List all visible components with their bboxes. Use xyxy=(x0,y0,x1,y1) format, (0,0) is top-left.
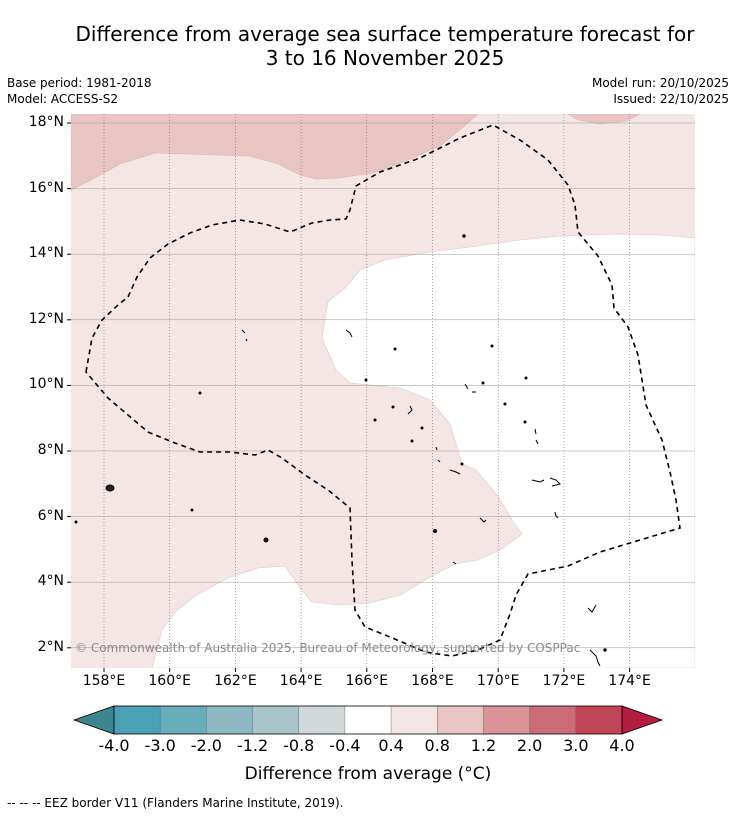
colorbar-extend-high xyxy=(621,705,664,735)
longitude-tick-label: 174°E xyxy=(608,673,651,689)
latitude-tick-label: 10°N xyxy=(28,376,64,393)
title-line-2: 3 to 16 November 2025 xyxy=(265,46,505,70)
longitude-tick-label: 170°E xyxy=(476,673,520,689)
base-period-text: Base period: 1981-2018 xyxy=(7,76,152,90)
colorbar-border xyxy=(113,705,623,735)
colorbar-tick-label: -4.0 xyxy=(98,736,130,755)
title-line-1: Difference from average sea surface temp… xyxy=(75,22,695,46)
colorbar-title: Difference from average (°C) xyxy=(244,764,492,784)
colorbar-extend-low xyxy=(72,705,115,735)
longitude-tick-label: 172°E xyxy=(542,673,586,689)
colorbar-segment xyxy=(114,706,161,734)
colorbar-segment xyxy=(160,706,207,734)
latitude-tick-label: 6°N xyxy=(37,507,64,524)
longitude-tick-label: 164°E xyxy=(279,673,323,689)
colorbar-segment xyxy=(252,706,299,734)
model-text: Model: ACCESS-S2 xyxy=(7,92,119,106)
colorbar-tick-label: 0.4 xyxy=(378,736,404,755)
latitude-tick-label: 4°N xyxy=(37,573,64,590)
longitude-tick-label: 168°E xyxy=(411,673,454,689)
latitude-tick-label: 12°N xyxy=(28,310,64,327)
latitude-tick-label: 18°N xyxy=(28,114,64,130)
gridlines xyxy=(71,114,695,668)
longitude-tick-label: 166°E xyxy=(345,673,389,689)
longitude-tick-label: 158°E xyxy=(82,673,126,689)
eez-legend: -- -- -- EEZ border V11 (Flanders Marine… xyxy=(7,796,344,810)
colorbar-tick-label: 0.8 xyxy=(424,736,450,755)
colorbar-segment xyxy=(298,706,345,734)
longitude-tick-label: 160°E xyxy=(148,673,191,689)
colorbar-tick-label: -3.0 xyxy=(144,736,176,755)
colorbar-tick-label: -0.8 xyxy=(283,736,315,755)
anomaly-region-neutral-east xyxy=(151,233,695,668)
colorbar-tick-label: 4.0 xyxy=(609,736,635,755)
meta-right: Model run: 20/10/2025 Issued: 22/10/2025 xyxy=(592,75,729,107)
colorbar-segment xyxy=(575,706,622,734)
longitude-tick-label: 162°E xyxy=(214,673,257,689)
colorbar-tick-label: 1.2 xyxy=(470,736,497,755)
latitude-tick-label: 8°N xyxy=(37,442,64,458)
colorbar-tick-label: -1.2 xyxy=(236,736,269,755)
latitude-tick-label: 14°N xyxy=(28,245,64,262)
model-run-text: Model run: 20/10/2025 xyxy=(591,76,729,90)
colorbar-tick-label: -0.4 xyxy=(329,736,361,755)
colorbar-segment xyxy=(483,706,530,734)
chart-title: Difference from average sea surface temp… xyxy=(40,22,730,70)
anomaly-region-0-8 xyxy=(71,114,479,191)
colorbar-tick-label: 3.0 xyxy=(563,736,589,755)
copyright-text: © Commonwealth of Australia 2025, Bureau… xyxy=(75,641,581,655)
colorbar-segment xyxy=(344,706,392,734)
colorbar xyxy=(72,705,664,735)
colorbar-segment xyxy=(437,706,484,734)
meta-left: Base period: 1981-2018 Model: ACCESS-S2 xyxy=(7,75,152,107)
anomaly-region-0-8-ne xyxy=(567,114,641,125)
colorbar-segment xyxy=(529,706,576,734)
latitude-tick-label: 16°N xyxy=(28,179,64,196)
colorbar-tick-label: 2.0 xyxy=(516,736,543,755)
islands xyxy=(74,234,607,667)
eez-border xyxy=(85,124,681,657)
colorbar-segment xyxy=(391,706,438,734)
latitude-tick-label: 2°N xyxy=(37,638,64,655)
issued-text: Issued: 22/10/2025 xyxy=(613,92,729,106)
colorbar-segment xyxy=(206,706,253,734)
colorbar-tick-label: -2.0 xyxy=(190,736,222,755)
